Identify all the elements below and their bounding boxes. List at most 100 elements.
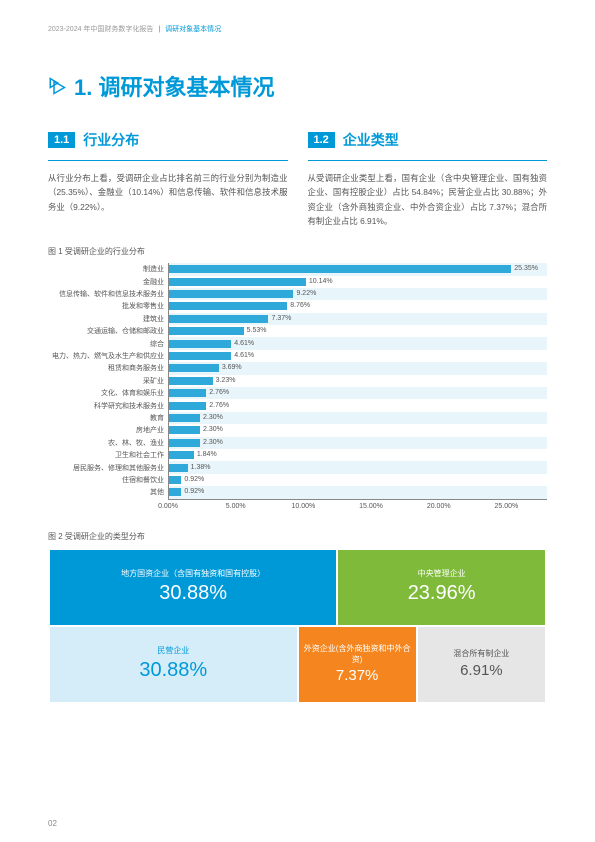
bar-row: 农、林、牧、渔业 2.30% [48, 437, 547, 449]
tree-row: 地方国资企业（含国有独资和国有控股）30.88%中央管理企业23.96% [49, 549, 546, 626]
fig1-bar-chart: 制造业25.35%金融业10.14%信息传输、软件和信息技术服务业9.22%批发… [48, 263, 547, 512]
bar-label: 房地产业 [48, 425, 168, 435]
bar-row: 金融业 10.14% [48, 276, 547, 288]
section-2-title: 企业类型 [343, 130, 399, 150]
tree-cell-label: 中央管理企业 [418, 569, 466, 579]
bar-row: 租赁和商务服务业 3.69% [48, 362, 547, 374]
bar-track: 9.22% [168, 288, 547, 300]
section-2-body: 从受调研企业类型上看，国有企业（含中央管理企业、国有独资企业、国有控股企业）占比… [308, 171, 548, 228]
bar-track: 1.38% [168, 461, 547, 473]
bar-value: 4.61% [234, 352, 254, 359]
bar-row: 科学研究和技术服务业2.76% [48, 399, 547, 411]
fig1-label: 图 1 受调研企业的行业分布 [48, 246, 547, 257]
bar-row: 其他0.92% [48, 486, 547, 498]
bar-label: 建筑业 [48, 314, 168, 324]
bar-value: 7.37% [271, 315, 291, 322]
tree-cell-label: 外资企业(含外商独资和中外合资) [303, 644, 412, 665]
breadcrumb: 2023-2024 年中国财务数字化报告 | 调研对象基本情况 [48, 24, 547, 34]
bar-track: 0.92% [168, 474, 547, 486]
bar-track: 1.84% [168, 449, 547, 461]
bar-fill: 2.76% [169, 402, 206, 410]
axis-tick: 10.00% [291, 503, 315, 510]
bar-track: 0.92% [168, 486, 547, 498]
bar-value: 2.30% [203, 414, 223, 421]
bar-row: 教育2.30% [48, 412, 547, 424]
tree-cell: 民营企业30.88% [49, 626, 298, 703]
bar-value: 9.22% [296, 290, 316, 297]
bar-row: 批发和零售业8.76% [48, 300, 547, 312]
main-title: 1. 调研对象基本情况 [48, 70, 547, 102]
bar-value: 4.61% [234, 340, 254, 347]
section-2-rule [308, 160, 548, 161]
bar-label: 金融业 [48, 277, 168, 287]
bar-label: 农、林、牧、渔业 [48, 438, 168, 448]
bar-fill: 7.37% [169, 315, 268, 323]
tree-cell-value: 6.91% [460, 662, 503, 679]
bar-fill: 0.92% [169, 488, 181, 496]
bar-track: 2.30% [168, 424, 547, 436]
bar-fill: 4.61% [169, 352, 231, 360]
bar-value: 2.30% [203, 439, 223, 446]
bar-row: 文化、体育和娱乐业 2.76% [48, 387, 547, 399]
bar-value: 25.35% [514, 265, 538, 272]
bar-track: 7.37% [168, 313, 547, 325]
tree-cell: 混合所有制企业 6.91% [417, 626, 546, 703]
bar-label: 综合 [48, 339, 168, 349]
bar-label: 交通运输、仓储和邮政业 [48, 326, 168, 336]
bar-label: 批发和零售业 [48, 301, 168, 311]
tree-row: 民营企业30.88%外资企业(含外商独资和中外合资)7.37%混合所有制企业6.… [49, 626, 546, 703]
section-1-body: 从行业分布上看，受调研企业占比排名前三的行业分别为制造业（25.35%）、金融业… [48, 171, 288, 214]
axis-tick: 0.00% [158, 503, 178, 510]
tree-cell-value: 30.88% [139, 659, 207, 682]
bar-track: 5.53% [168, 325, 547, 337]
bar-row: 建筑业7.37% [48, 313, 547, 325]
tree-cell-label: 地方国资企业（含国有独资和国有控股） [121, 569, 265, 579]
page-number: 02 [48, 819, 57, 828]
axis-tick: 5.00% [226, 503, 246, 510]
bar-fill: 1.84% [169, 451, 194, 459]
bar-track: 2.76% [168, 387, 547, 399]
tree-cell-value: 23.96% [408, 582, 476, 605]
bar-track: 2.76% [168, 399, 547, 411]
bar-value: 10.14% [309, 278, 333, 285]
bar-row: 综合4.61% [48, 337, 547, 349]
bar-label: 文化、体育和娱乐业 [48, 388, 168, 398]
tree-cell-label: 混合所有制企业 [453, 649, 509, 659]
bar-stripe [169, 449, 547, 461]
bar-fill: 4.61% [169, 340, 231, 348]
bar-stripe [169, 412, 547, 424]
section-1-num: 1.1 [48, 132, 75, 148]
section-2-num: 1.2 [308, 132, 335, 148]
bar-label: 科学研究和技术服务业 [48, 401, 168, 411]
bar-track: 4.61% [168, 350, 547, 362]
section-1: 1.1 行业分布 从行业分布上看，受调研企业占比排名前三的行业分别为制造业（25… [48, 130, 288, 228]
bar-track: 25.35% [168, 263, 547, 275]
bar-value: 5.53% [247, 327, 267, 334]
bar-track: 10.14% [168, 276, 547, 288]
bar-track: 3.69% [168, 362, 547, 374]
bar-label: 租赁和商务服务业 [48, 363, 168, 373]
bar-value: 2.76% [209, 389, 229, 396]
axis-tick: 25.00% [495, 503, 519, 510]
main-title-text: 1. 调研对象基本情况 [74, 70, 274, 102]
bar-value: 1.38% [191, 464, 211, 471]
bar-stripe [169, 437, 547, 449]
crumb-report: 2023-2024 年中国财务数字化报告 [48, 26, 153, 33]
bar-value: 3.69% [222, 364, 242, 371]
bar-fill: 8.76% [169, 302, 287, 310]
fig2-treemap: 地方国资企业（含国有独资和国有控股） 30.88% 中央管理企业 23.96% 民营企业… [48, 548, 547, 704]
bar-track: 4.61% [168, 337, 547, 349]
bar-row: 采矿业3.23% [48, 375, 547, 387]
bar-stripe [169, 461, 547, 473]
bar-fill: 5.53% [169, 327, 244, 335]
bar-stripe [169, 474, 547, 486]
bar-label: 制造业 [48, 264, 168, 274]
section-2: 1.2 企业类型 从受调研企业类型上看，国有企业（含中央管理企业、国有独资企业、… [308, 130, 548, 228]
play-icon [48, 77, 66, 95]
bar-label: 居民服务、修理和其他服务业 [48, 463, 168, 473]
bar-fill: 0.92% [169, 476, 181, 484]
fig2-label: 图 2 受调研企业的类型分布 [48, 531, 547, 542]
bar-row: 居民服务、修理和其他服务业 1.38% [48, 461, 547, 473]
bar-value: 0.92% [184, 476, 204, 483]
bar-fill: 2.30% [169, 414, 200, 422]
